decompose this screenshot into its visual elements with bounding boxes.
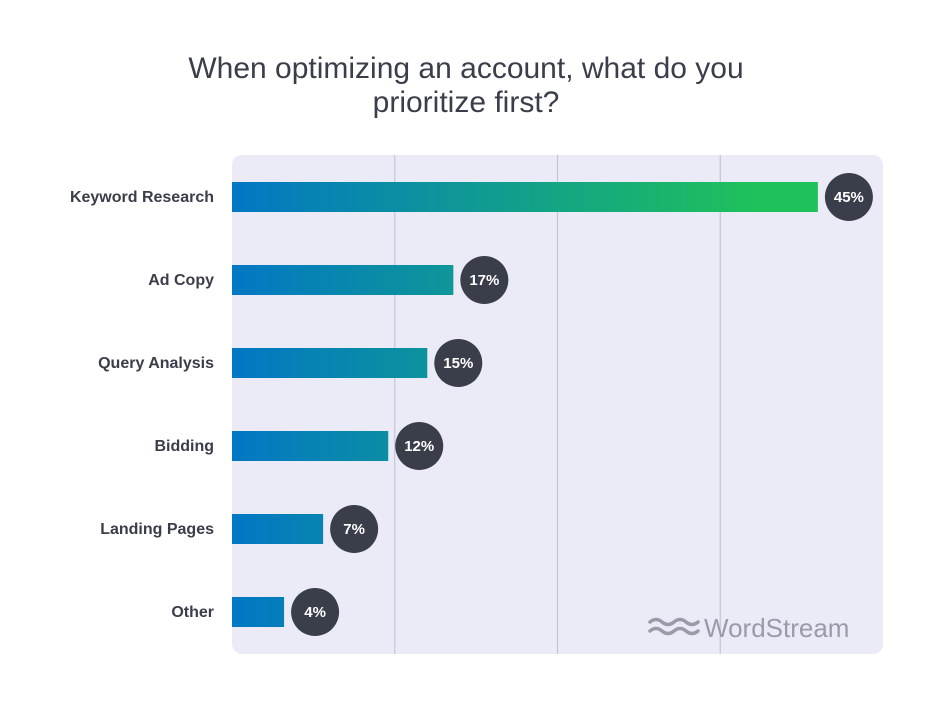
- value-badge: [330, 505, 379, 553]
- logo-text: WordStream: [704, 613, 849, 643]
- bar: [232, 182, 818, 212]
- category-label: Other: [171, 604, 214, 621]
- bar: [232, 597, 285, 627]
- bar: [232, 431, 389, 461]
- value-badge: [434, 339, 483, 387]
- bars-group: Keyword Research 45% Ad Copy 17% Query Analy…: [70, 173, 873, 636]
- wordstream-logo: WordStream: [648, 613, 849, 643]
- bar: [232, 348, 428, 378]
- value-badge: [291, 588, 340, 636]
- bar: [232, 514, 324, 544]
- category-label: Keyword Research: [70, 189, 214, 206]
- category-label: Ad Copy: [148, 272, 214, 289]
- category-label: Bidding: [154, 438, 214, 455]
- category-label: Landing Pages: [100, 521, 214, 538]
- value-label: 7%: [343, 521, 365, 538]
- chart-title-line-2: prioritize first?: [373, 86, 560, 119]
- value-badge: [395, 422, 444, 470]
- chart-title-line-1: When optimizing an account, what do you: [188, 52, 743, 85]
- category-label: Query Analysis: [98, 355, 214, 372]
- value-label: 45%: [834, 189, 864, 206]
- value-label: 12%: [404, 438, 434, 455]
- wave-logo-icon: [648, 617, 700, 636]
- value-label: 15%: [443, 355, 473, 372]
- value-label: 4%: [304, 604, 326, 621]
- value-badge: [824, 173, 873, 221]
- gridlines: [394, 155, 721, 654]
- value-label: 17%: [469, 272, 499, 289]
- value-badge: [460, 256, 509, 304]
- bar: [232, 265, 454, 295]
